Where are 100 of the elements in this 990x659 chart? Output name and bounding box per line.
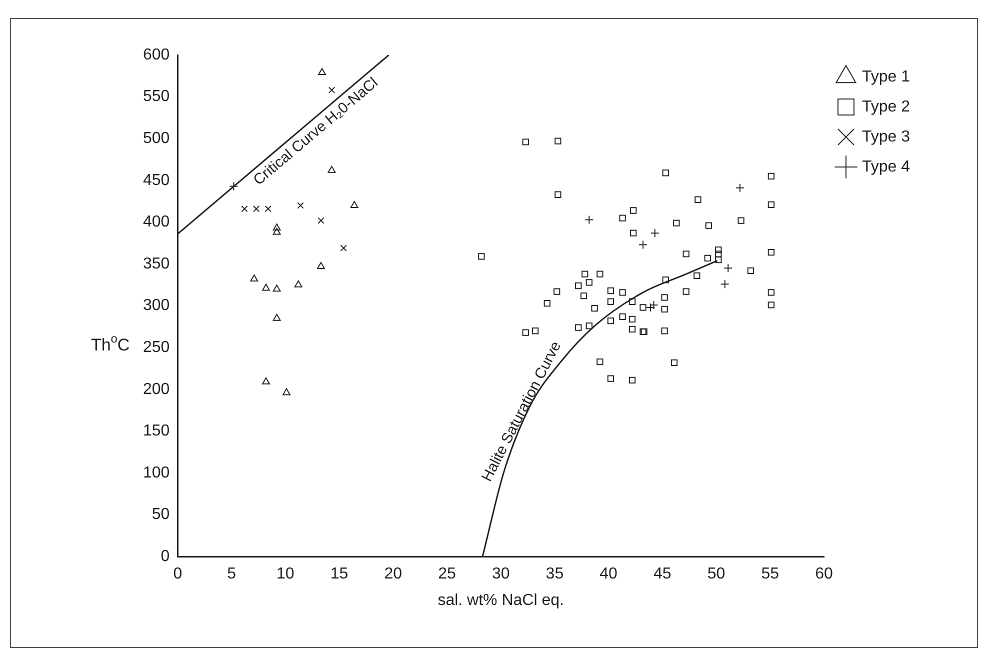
point [478, 253, 485, 260]
point [575, 324, 582, 331]
x-tick-label: 0 [173, 566, 182, 583]
point [575, 282, 582, 290]
point [586, 322, 592, 330]
point [768, 302, 775, 308]
point [619, 313, 626, 320]
point [650, 228, 660, 238]
point [264, 205, 272, 212]
point [619, 214, 626, 222]
x-tick-label: 25 [438, 566, 456, 583]
y-tick-label: 300 [142, 297, 170, 314]
point [661, 306, 668, 312]
y-tick-label: 150 [142, 422, 170, 440]
point [318, 68, 326, 76]
point [630, 230, 637, 236]
point [640, 304, 646, 311]
point [661, 294, 668, 301]
point [318, 217, 324, 224]
point [607, 375, 614, 382]
y-tick-label: 50 [152, 506, 170, 524]
point [619, 289, 626, 296]
point [724, 264, 733, 273]
point [768, 172, 775, 180]
point [630, 207, 637, 214]
point [241, 205, 248, 212]
point [262, 284, 270, 291]
point [768, 289, 775, 296]
point [580, 292, 588, 300]
point [720, 280, 730, 289]
point [768, 201, 775, 208]
point [272, 228, 281, 235]
point [638, 240, 648, 250]
y-tick-label: 400 [142, 214, 170, 231]
x-tick-label: 15 [330, 566, 348, 583]
point [591, 304, 598, 312]
point [554, 138, 562, 144]
point [662, 276, 669, 284]
point [694, 196, 702, 203]
x-axis-title: sal. wt% NaCl eq. [438, 592, 564, 609]
point [715, 246, 722, 254]
point [582, 270, 588, 278]
point [229, 182, 238, 191]
point [735, 183, 744, 192]
point [628, 326, 636, 333]
point [768, 248, 775, 256]
y-tick-label: 100 [142, 464, 170, 482]
point [661, 328, 668, 334]
x-tick-label: 30 [492, 566, 510, 583]
x-tick-label: 10 [276, 566, 294, 583]
legend-label: Type 2 [862, 98, 910, 116]
point [272, 314, 281, 321]
point [272, 284, 281, 292]
point [628, 298, 636, 305]
y-tick-label: 0 [160, 548, 170, 566]
x-tick-label: 45 [654, 566, 672, 583]
point [282, 388, 290, 396]
x-tick-label: 50 [707, 566, 726, 583]
point [704, 254, 711, 262]
point [747, 267, 754, 274]
point [252, 205, 260, 212]
point [297, 202, 304, 209]
point [694, 272, 700, 280]
point [670, 359, 678, 366]
point [522, 329, 529, 336]
x-tick-label: 5 [227, 566, 236, 583]
point [705, 222, 712, 229]
point [662, 170, 669, 176]
point [532, 328, 539, 334]
legend-label: Type 1 [862, 68, 910, 86]
point [294, 280, 302, 288]
y-tick-label: 600 [142, 46, 170, 64]
y-tick-label: 250 [142, 339, 170, 356]
point [607, 298, 614, 305]
point [328, 166, 336, 173]
y-tick-label: 350 [142, 255, 170, 272]
point [544, 300, 550, 307]
x-tick-label: 40 [600, 566, 618, 583]
point [646, 302, 656, 312]
point [596, 358, 604, 366]
point [715, 256, 722, 264]
point [607, 287, 614, 294]
point [682, 250, 690, 258]
legend-label: Type 4 [862, 158, 910, 176]
point [522, 138, 529, 146]
legend-label: Type 3 [862, 128, 910, 146]
point [554, 191, 562, 198]
point [673, 220, 680, 226]
y-tick-label: 550 [142, 88, 170, 106]
point [715, 250, 722, 258]
x-tick-label: 35 [546, 566, 564, 583]
point [340, 244, 347, 252]
x-tick-label: 60 [815, 566, 833, 583]
x-tick-label: 55 [761, 566, 780, 583]
point [628, 376, 636, 384]
point [316, 262, 325, 270]
y-tick-label: 450 [142, 172, 170, 189]
point [607, 318, 614, 324]
point [586, 279, 592, 286]
point [628, 316, 636, 323]
